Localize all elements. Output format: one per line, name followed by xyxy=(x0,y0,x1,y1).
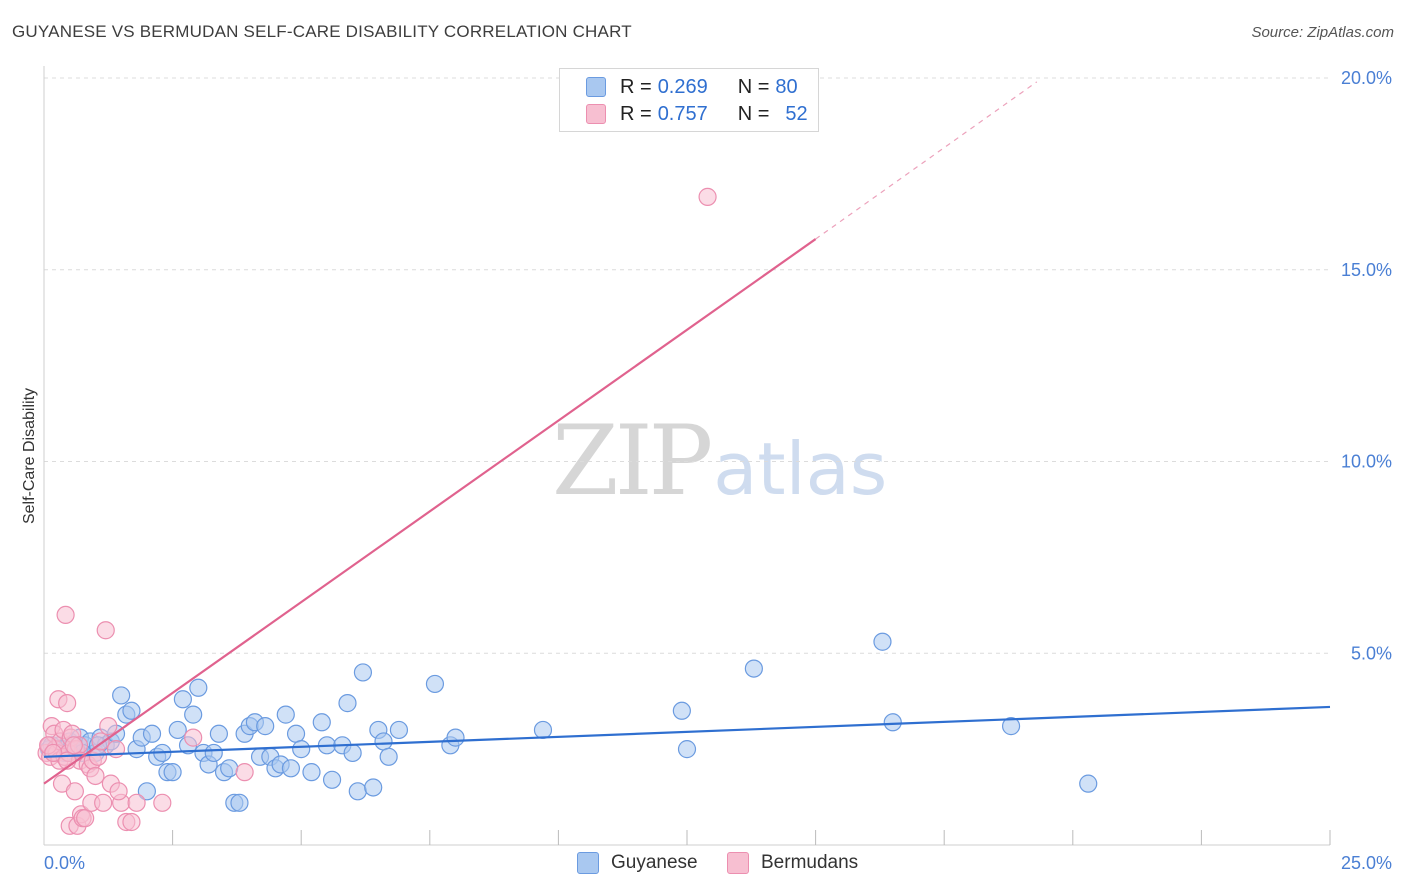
legend-row-bermudans: R = 0.757 N = 52 xyxy=(586,103,808,125)
point-guyanese xyxy=(533,720,553,740)
watermark-atlas: atlas xyxy=(713,427,888,511)
point-guyanese xyxy=(1001,717,1021,736)
point-bermudans xyxy=(122,812,141,832)
source-label: Source: ZipAtlas.com xyxy=(1251,24,1394,41)
point-guyanese xyxy=(1079,774,1098,793)
point-guyanese xyxy=(184,705,203,724)
point-guyanese xyxy=(348,782,367,801)
legend-n-label: N = xyxy=(737,102,770,125)
point-bermudans xyxy=(56,605,75,625)
point-guyanese xyxy=(883,713,902,732)
point-guyanese xyxy=(672,701,691,720)
series-label-guyanese: Guyanese xyxy=(611,852,698,873)
point-guyanese xyxy=(343,743,362,763)
point-guyanese xyxy=(168,720,187,740)
trendline-bermudans xyxy=(43,238,817,785)
y-tick-label: 10.0% xyxy=(1341,452,1392,472)
legend-r-label: R = xyxy=(620,75,652,98)
point-bermudans xyxy=(698,187,717,206)
watermark: ZIPatlas xyxy=(552,405,887,517)
point-guyanese xyxy=(353,663,373,682)
point-bermudans xyxy=(96,621,115,640)
point-guyanese xyxy=(364,778,383,797)
legend-swatch-guyanese xyxy=(586,77,606,97)
point-bermudans xyxy=(127,793,146,812)
point-guyanese xyxy=(256,717,275,736)
point-guyanese xyxy=(425,674,445,694)
point-guyanese xyxy=(873,632,892,651)
trendline-guyanese xyxy=(43,705,1331,758)
point-guyanese xyxy=(122,701,141,720)
point-guyanese xyxy=(302,763,321,782)
point-guyanese xyxy=(374,732,393,751)
series-legend-guyanese: Guyanese xyxy=(577,852,698,874)
point-bermudans xyxy=(235,763,254,782)
point-guyanese xyxy=(137,782,156,801)
point-guyanese xyxy=(322,770,342,789)
y-tick-label: 15.0% xyxy=(1341,260,1392,280)
point-guyanese xyxy=(220,759,239,778)
point-bermudans xyxy=(86,766,105,786)
point-guyanese xyxy=(379,747,398,766)
series-legend: Guyanese Bermudans xyxy=(0,852,1406,878)
x-tick-label: 25.0% xyxy=(1341,853,1392,873)
legend-n-label: N = xyxy=(737,75,770,98)
legend-n-value: 80 xyxy=(775,75,798,98)
correlation-legend: R = 0.269 N = 80 R = 0.757 N = 52 xyxy=(559,68,819,132)
point-bermudans xyxy=(109,782,128,801)
legend-swatch-bermudans xyxy=(586,104,606,124)
legend-r-value: 0.269 xyxy=(657,75,708,98)
point-guyanese xyxy=(209,724,228,743)
point-bermudans xyxy=(65,782,84,801)
point-bermudans xyxy=(184,728,203,747)
point-guyanese xyxy=(276,705,295,724)
point-guyanese xyxy=(286,724,306,743)
trendline-extension-bermudans xyxy=(815,81,1038,240)
legend-row-guyanese: R = 0.269 N = 80 xyxy=(586,76,798,98)
legend-n-value: 52 xyxy=(785,102,808,125)
point-guyanese xyxy=(292,740,311,759)
point-guyanese xyxy=(189,678,208,697)
point-bermudans xyxy=(64,736,83,755)
point-guyanese xyxy=(677,740,697,759)
point-guyanese xyxy=(744,659,763,678)
point-guyanese xyxy=(312,713,331,732)
point-guyanese xyxy=(142,724,162,743)
x-tick-label: 0.0% xyxy=(44,853,85,873)
point-bermudans xyxy=(99,717,118,736)
point-guyanese xyxy=(204,743,223,763)
chart-title: GUYANESE VS BERMUDAN SELF-CARE DISABILIT… xyxy=(12,22,632,41)
series-swatch-bermudans xyxy=(727,852,749,874)
y-tick-label: 5.0% xyxy=(1351,643,1392,663)
point-guyanese xyxy=(338,694,357,713)
legend-r-label: R = xyxy=(620,102,652,125)
point-guyanese xyxy=(163,763,182,782)
point-guyanese xyxy=(389,720,409,740)
point-guyanese xyxy=(446,728,465,747)
y-axis-title: Self-Care Disability xyxy=(21,388,38,524)
point-guyanese xyxy=(281,759,301,778)
point-bermudans xyxy=(153,793,172,812)
point-guyanese xyxy=(230,793,249,812)
point-guyanese xyxy=(112,686,131,705)
legend-r-value: 0.757 xyxy=(657,102,708,125)
series-swatch-guyanese xyxy=(577,852,599,874)
series-legend-bermudans: Bermudans xyxy=(727,852,858,874)
point-bermudans xyxy=(94,793,113,812)
series-label-bermudans: Bermudans xyxy=(761,852,859,873)
y-tick-label: 20.0% xyxy=(1341,68,1392,88)
point-bermudans xyxy=(76,809,95,828)
point-bermudans xyxy=(58,694,77,713)
point-guyanese xyxy=(173,690,192,709)
